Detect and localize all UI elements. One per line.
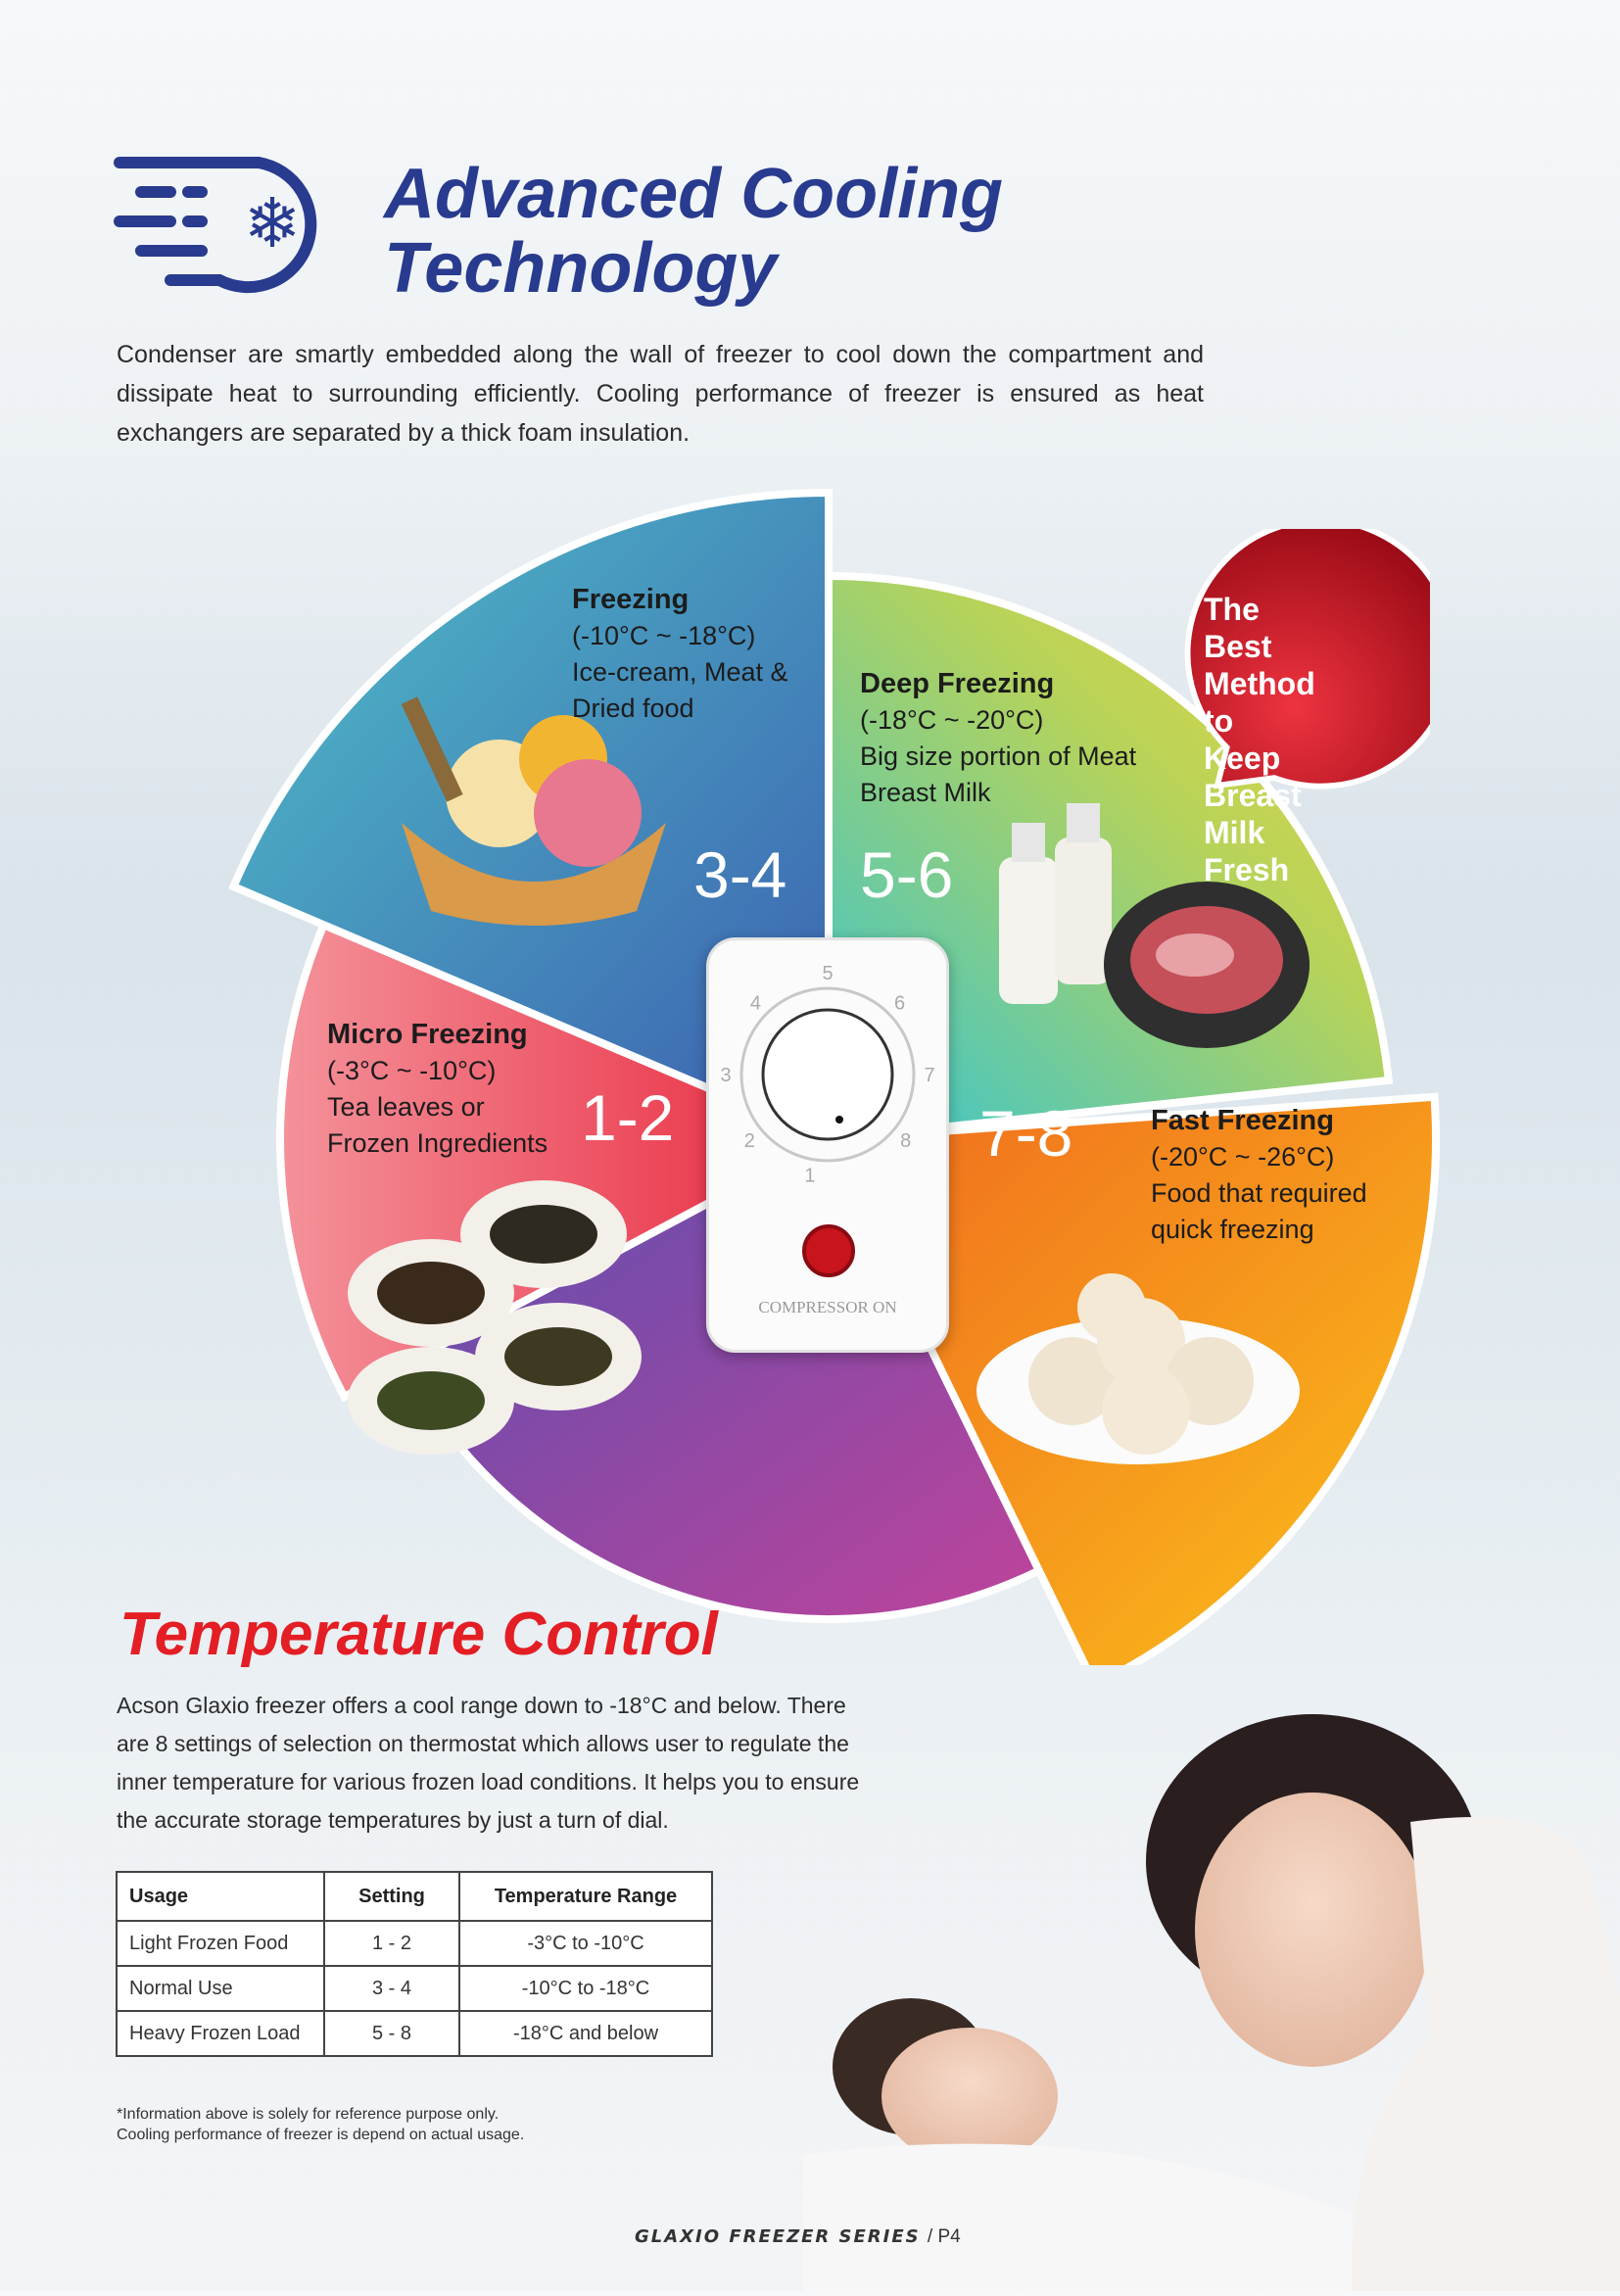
deep-freezing-desc-2: Breast Milk [860,778,991,807]
fast-freezing-range: (-20°C ~ -26°C) [1151,1142,1335,1172]
bubble-line-4: Milk Fresh [1204,815,1290,887]
deep-freezing-desc-1: Big size portion of Meat [860,741,1137,771]
freezing-desc-1: Ice-cream, Meat & [572,657,788,687]
table-row: Normal Use 3 - 4 -10°C to -18°C [116,1965,713,2012]
thermostat-dial [761,1008,894,1141]
table-header-row: Usage Setting Temperature Range [116,1871,713,1922]
micro-freezing-range: (-3°C ~ -10°C) [327,1056,497,1085]
dial-number: 2 [744,1130,755,1152]
cell-range: -18°C and below [458,2010,713,2057]
deep-freezing-title: Deep Freezing [860,668,1055,699]
micro-freezing-title: Micro Freezing [327,1019,528,1050]
deep-freezing-setting: 5-6 [860,838,954,911]
dial-number: 8 [900,1130,911,1152]
cell-setting: 5 - 8 [323,2010,460,2057]
title-line-2: Technology [384,229,778,308]
fast-freezing-label: Fast Freezing (-20°C ~ -26°C) Food that … [1151,1103,1367,1248]
cell-range: -3°C to -10°C [458,1920,713,1967]
compressor-on-label: COMPRESSOR ON [758,1298,897,1316]
temperature-control-text: Acson Glaxio freezer offers a cool range… [117,1693,860,1833]
thermostat-controller: 1 2 3 4 5 6 7 8 COMPRESSOR ON [706,937,949,1353]
cell-range: -10°C to -18°C [458,1965,713,2012]
series-name: GLAXIO FREEZER SERIES [635,2226,921,2247]
dial-number: 5 [822,963,833,984]
freezing-label: Freezing (-10°C ~ -18°C) Ice-cream, Meat… [572,582,788,727]
bubble-line-2: Method to [1204,666,1315,739]
page-number: / P4 [927,2226,961,2247]
svg-text:❄: ❄ [244,183,302,263]
deep-freezing-label: Deep Freezing (-18°C ~ -20°C) Big size p… [860,666,1136,811]
freezing-title: Freezing [572,584,690,615]
cooling-logo-icon: ❄ [112,155,347,302]
milk-bottles-image [994,798,1121,1014]
cell-usage: Heavy Frozen Load [116,2010,325,2057]
settings-table: Usage Setting Temperature Range Light Fr… [116,1871,713,2057]
micro-freezing-setting: 1-2 [581,1081,675,1154]
footnote: *Information above is solely for referen… [117,2104,524,2145]
page-title: Advanced Cooling Technology [384,157,1003,306]
page-footer: GLAXIO FREEZER SERIES / P4 [635,2226,961,2248]
header-temperature-range: Temperature Range [458,1871,713,1922]
deep-freezing-range: (-18°C ~ -20°C) [860,705,1044,735]
fast-freezing-title: Fast Freezing [1151,1105,1334,1136]
table-row: Heavy Frozen Load 5 - 8 -18°C and below [116,2010,713,2057]
freezing-desc-2: Dried food [572,694,694,723]
dial-number: 1 [804,1165,815,1186]
bubble-line-3: Keep Breast [1204,741,1302,813]
footnote-line-1: *Information above is solely for referen… [117,2106,500,2123]
settings-wheel [233,493,1436,1665]
cell-usage: Normal Use [116,1965,325,2012]
freezing-setting: 3-4 [693,838,787,911]
title-line-1: Advanced Cooling [384,155,1004,233]
micro-freezing-desc-2: Frozen Ingredients [327,1128,548,1158]
mother-baby-photo [803,1606,1620,2291]
fast-freezing-desc-2: quick freezing [1151,1215,1314,1244]
dumplings-image [975,1264,1303,1474]
footnote-line-2: Cooling performance of freezer is depend… [117,2127,525,2143]
micro-freezing-label: Micro Freezing (-3°C ~ -10°C) Tea leaves… [327,1017,548,1162]
tea-leaves-image [333,1175,656,1464]
fast-freezing-setting: 7-8 [979,1097,1073,1170]
fast-freezing-desc-1: Food that required [1151,1178,1367,1208]
dial-number: 4 [750,992,761,1014]
cell-setting: 1 - 2 [323,1920,460,1967]
bubble-line-1: The Best [1204,592,1272,664]
cell-usage: Light Frozen Food [116,1920,325,1967]
compressor-indicator-light [802,1224,855,1277]
cell-setting: 3 - 4 [323,1965,460,2012]
dial-number: 3 [720,1065,731,1086]
freezing-range: (-10°C ~ -18°C) [572,621,756,650]
table-row: Light Frozen Food 1 - 2 -3°C to -10°C [116,1920,713,1967]
ice-cream-image [392,686,676,935]
raw-meat-image [1102,872,1312,1058]
header-usage: Usage [116,1871,325,1922]
dial-number: 6 [894,992,905,1014]
header-setting: Setting [323,1871,460,1922]
temperature-control-title: Temperature Control [119,1601,718,1668]
intro-paragraph: Condenser are smartly embedded along the… [117,341,1204,447]
micro-freezing-desc-1: Tea leaves or [327,1092,485,1122]
dial-number: 7 [924,1065,934,1086]
